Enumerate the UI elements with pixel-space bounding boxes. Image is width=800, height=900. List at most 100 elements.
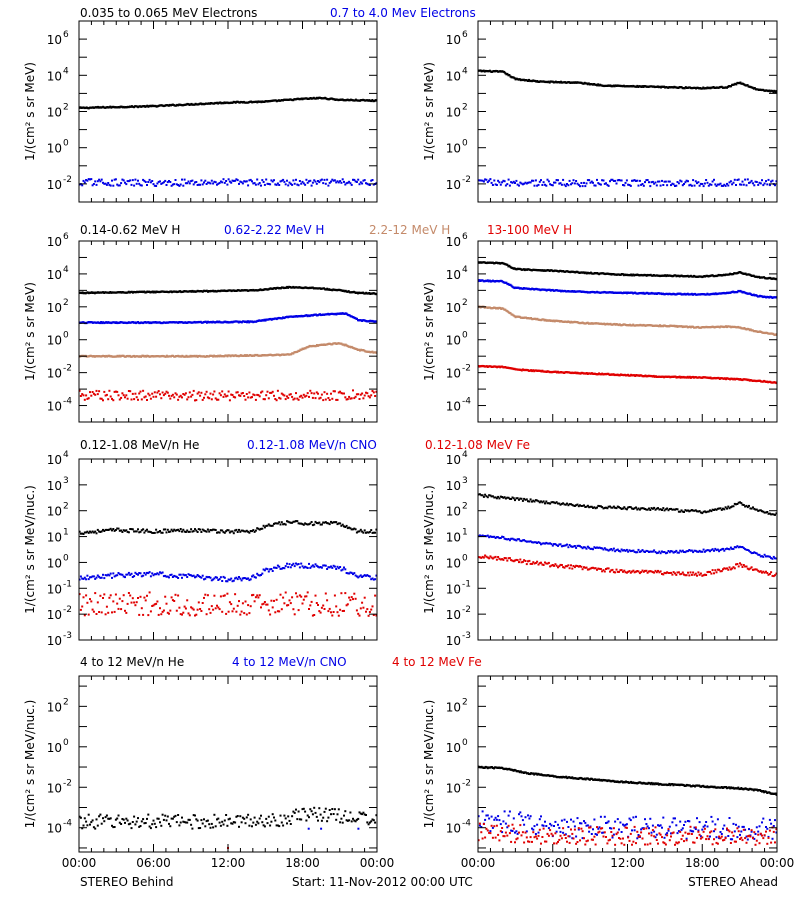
- data-point: [247, 577, 250, 580]
- data-point: [195, 399, 198, 402]
- data-point: [139, 290, 142, 293]
- data-point: [683, 183, 685, 185]
- data-point: [710, 510, 713, 513]
- data-point: [504, 308, 507, 311]
- data-point: [550, 184, 553, 186]
- data-point: [212, 393, 215, 396]
- data-point: [640, 374, 643, 377]
- data-point: [121, 531, 124, 533]
- data-point: [740, 271, 743, 274]
- data-point: [98, 575, 101, 578]
- data-point: [165, 531, 168, 534]
- data-point: [197, 528, 200, 531]
- data-point: [328, 566, 331, 569]
- data-point: [272, 317, 275, 321]
- data-point: [300, 595, 303, 598]
- data-point: [83, 181, 86, 184]
- data-point: [506, 183, 509, 186]
- data-point: [743, 327, 746, 330]
- data-point: [501, 365, 504, 368]
- data-point: [531, 179, 533, 182]
- data-point: [717, 86, 720, 89]
- data-point: [655, 552, 658, 555]
- data-point: [217, 102, 220, 105]
- data-point: [727, 273, 729, 276]
- data-point: [493, 535, 496, 538]
- data-point: [270, 599, 273, 602]
- data-point: [647, 274, 650, 277]
- data-point: [574, 290, 577, 293]
- data-point: [81, 393, 84, 396]
- data-point: [161, 321, 164, 325]
- data-point: [504, 497, 507, 500]
- data-point: [753, 551, 756, 554]
- data-point: [372, 614, 375, 616]
- data-point: [175, 529, 178, 532]
- data-point: [683, 376, 686, 379]
- data-point: [96, 528, 99, 531]
- data-point: [731, 325, 734, 328]
- data-point: [127, 390, 130, 392]
- data-point: [668, 180, 671, 183]
- data-point: [544, 561, 546, 564]
- data-point: [737, 289, 740, 293]
- data-point: [265, 288, 268, 291]
- data-point: [612, 505, 615, 508]
- data-point: [555, 179, 558, 181]
- data-point: [359, 349, 361, 352]
- data-point: [336, 565, 339, 568]
- data-point: [313, 313, 316, 316]
- data-point: [370, 394, 373, 397]
- data-point: [105, 605, 108, 608]
- y-tick-exponent: -2: [63, 605, 72, 615]
- data-point: [559, 182, 562, 185]
- data-point: [286, 520, 288, 523]
- data-point: [111, 611, 113, 614]
- data-point: [344, 526, 347, 528]
- data-point: [221, 101, 224, 105]
- data-point: [271, 570, 274, 572]
- data-point: [366, 99, 369, 102]
- data-point: [564, 371, 567, 374]
- data-point: [553, 543, 555, 546]
- data-point: [187, 396, 190, 399]
- data-point: [216, 531, 218, 534]
- data-point: [251, 101, 254, 104]
- data-point: [284, 286, 286, 289]
- data-point: [587, 322, 590, 325]
- data-point: [368, 611, 371, 613]
- data-point: [584, 82, 587, 85]
- data-point: [607, 291, 610, 294]
- data-point: [239, 100, 242, 104]
- data-point: [759, 182, 762, 185]
- data-series: [78, 342, 378, 358]
- data-point: [144, 529, 147, 532]
- data-point: [661, 550, 663, 553]
- data-point: [654, 508, 657, 511]
- data-point: [603, 506, 606, 509]
- data-point: [257, 574, 260, 577]
- data-point: [188, 391, 191, 394]
- data-point: [617, 374, 620, 377]
- data-point: [179, 394, 182, 397]
- data-point: [497, 536, 500, 539]
- data-point: [222, 531, 225, 534]
- data-point: [568, 81, 571, 84]
- data-point: [214, 529, 217, 531]
- data-point: [740, 82, 743, 85]
- data-point: [368, 575, 371, 578]
- data-point: [503, 537, 506, 540]
- data-point: [748, 504, 750, 507]
- data-point: [546, 562, 549, 565]
- data-point: [680, 509, 683, 512]
- data-point: [139, 595, 142, 598]
- data-point: [109, 291, 112, 294]
- data-point: [597, 504, 600, 507]
- data-point: [372, 578, 375, 581]
- data-point: [706, 549, 709, 552]
- data-point: [151, 180, 154, 182]
- data-point: [567, 546, 570, 549]
- data-point: [521, 499, 524, 502]
- data-point: [261, 354, 264, 357]
- data-point: [537, 563, 540, 566]
